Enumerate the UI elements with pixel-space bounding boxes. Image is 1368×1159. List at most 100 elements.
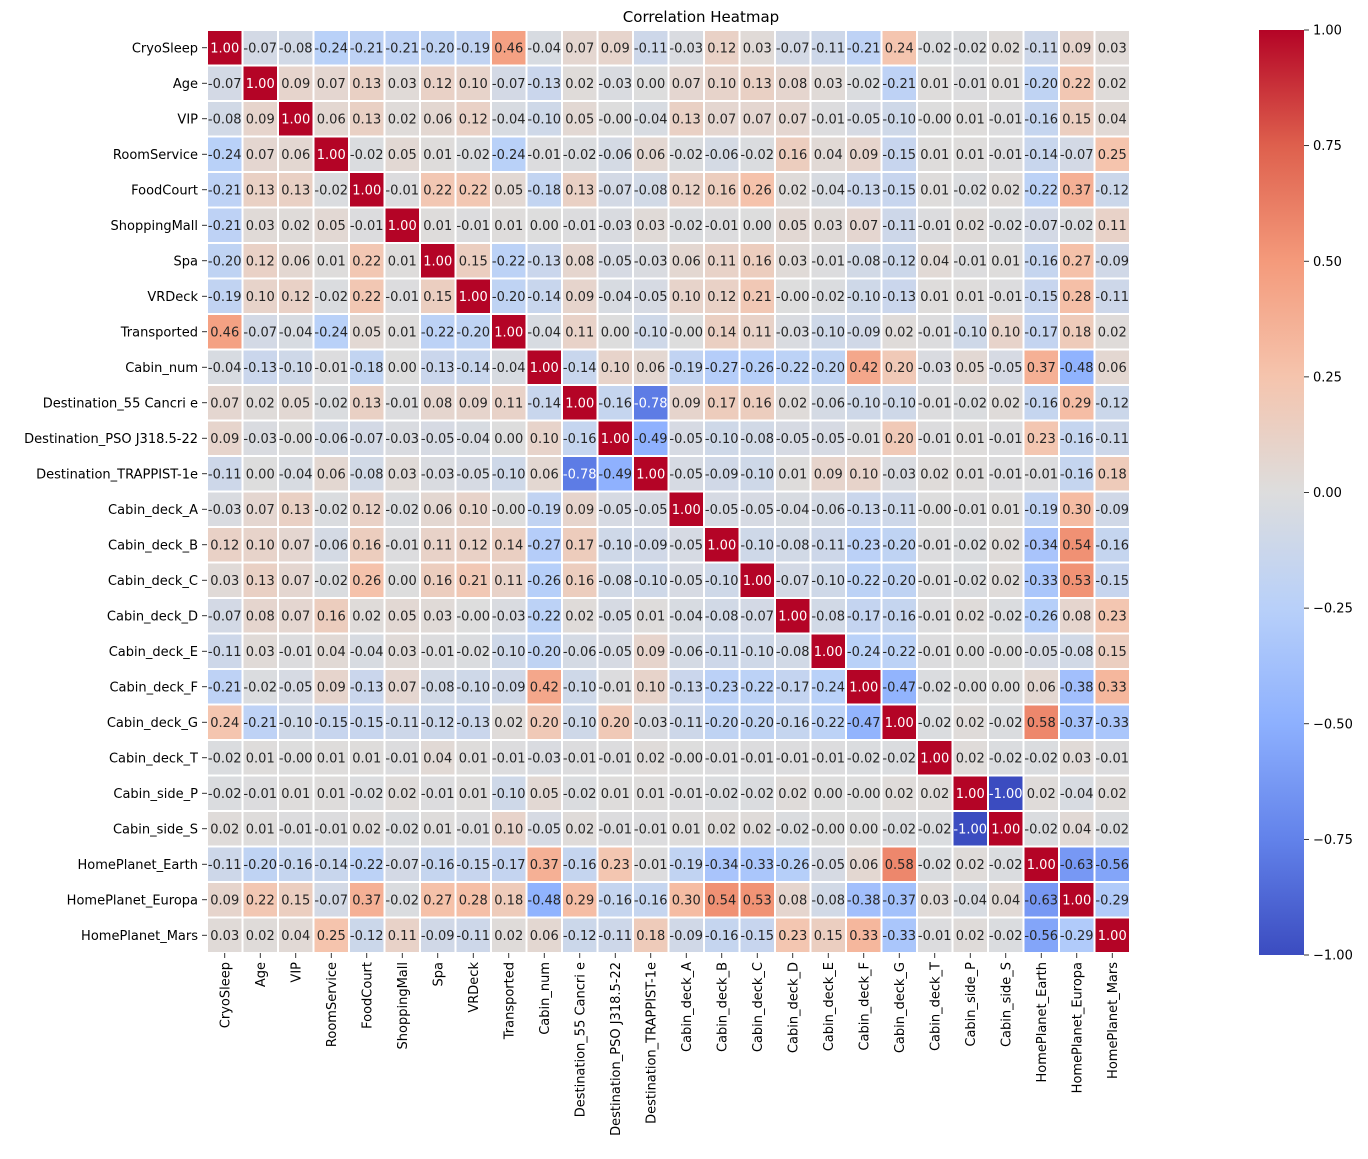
heatmap-cell [811, 741, 845, 775]
cell-value-label: 0.02 [210, 822, 239, 837]
heatmap-cell [350, 776, 384, 810]
cell-value-label: 0.30 [1062, 503, 1091, 518]
heatmap-cell [811, 634, 845, 668]
heatmap-cell [847, 670, 881, 704]
heatmap-cell [385, 102, 419, 136]
heatmap-cell [598, 66, 632, 100]
cell-value-label: -0.02 [314, 503, 348, 518]
cell-value-label: -0.04 [811, 183, 845, 198]
cell-value-label: -0.07 [314, 893, 348, 908]
cell-value-label: -0.49 [598, 467, 632, 482]
cell-value-label: 0.05 [281, 396, 310, 411]
y-tick-label: HomePlanet_Europa [67, 893, 198, 908]
cell-value-label: 0.01 [317, 254, 346, 269]
y-tick-label: FoodCourt [131, 183, 198, 198]
cell-value-label: 0.37 [352, 893, 381, 908]
heatmap-cell [243, 244, 277, 278]
cell-value-label: -0.01 [634, 858, 668, 873]
cell-value-label: 0.08 [778, 893, 807, 908]
heatmap-cell [279, 208, 313, 242]
cell-value-label: 0.05 [388, 148, 417, 163]
cell-value-label: -0.02 [385, 893, 419, 908]
cell-value-label: 0.07 [210, 396, 239, 411]
heatmap-cell [776, 528, 810, 562]
cell-value-label: 0.17 [707, 396, 736, 411]
cell-value-label: 0.01 [920, 148, 949, 163]
heatmap-cell [1095, 528, 1129, 562]
cell-value-label: -0.13 [847, 183, 881, 198]
heatmap-cell [882, 741, 916, 775]
heatmap-cell [1060, 492, 1094, 526]
cell-value-label: -0.10 [492, 467, 526, 482]
heatmap-cell [953, 670, 987, 704]
heatmap-cell [527, 66, 561, 100]
heatmap-cell [1024, 350, 1058, 384]
heatmap-cell [882, 137, 916, 171]
cell-value-label: -0.06 [314, 538, 348, 553]
cell-value-label: -0.10 [882, 396, 916, 411]
heatmap-cell [421, 883, 455, 917]
cell-value-label: 0.20 [530, 716, 559, 731]
heatmap-cell [776, 599, 810, 633]
cell-value-label: 1.00 [494, 325, 523, 340]
cell-value-label: -0.11 [669, 716, 703, 731]
cell-value-label: -0.56 [1095, 858, 1129, 873]
cell-value-label: -0.04 [350, 645, 384, 660]
cell-value-label: 0.02 [494, 716, 523, 731]
cell-value-label: -0.11 [208, 467, 242, 482]
colorbar-tick-label: 0.25 [1313, 370, 1342, 385]
cell-value-label: 0.05 [565, 112, 594, 127]
cell-value-label: 0.01 [494, 219, 523, 234]
heatmap-cell [918, 705, 952, 739]
heatmap-cell [421, 279, 455, 313]
cell-value-label: 0.01 [459, 787, 488, 802]
y-tick-label: Cabin_deck_G [107, 716, 198, 731]
heatmap-cell [1060, 31, 1094, 65]
cell-value-label: -0.10 [882, 112, 916, 127]
cell-value-label: -0.01 [918, 325, 952, 340]
heatmap-cell [1060, 457, 1094, 491]
heatmap-cell [385, 883, 419, 917]
cell-value-label: -0.16 [1024, 254, 1058, 269]
cell-value-label: -0.04 [208, 361, 242, 376]
heatmap-cell [243, 137, 277, 171]
cell-value-label: 0.06 [423, 503, 452, 518]
x-tick-label: Cabin_side_P [964, 962, 979, 1047]
cell-value-label: -0.16 [1024, 396, 1058, 411]
heatmap-cell [456, 776, 490, 810]
cell-value-label: -0.02 [705, 787, 739, 802]
y-tick-label: Cabin_deck_F [109, 680, 198, 695]
heatmap-cell [598, 634, 632, 668]
cell-value-label: 0.54 [707, 893, 736, 908]
cell-value-label: 0.03 [210, 929, 239, 944]
heatmap-cell [705, 492, 739, 526]
cell-value-label: -0.10 [740, 538, 774, 553]
heatmap-cell [208, 812, 242, 846]
heatmap-cell [776, 421, 810, 455]
cell-value-label: -0.01 [314, 822, 348, 837]
cell-value-label: -0.14 [1024, 148, 1058, 163]
cell-value-label: 0.04 [920, 254, 949, 269]
cell-value-label: -0.24 [314, 41, 348, 56]
heatmap-cell [811, 279, 845, 313]
cell-value-label: -0.00 [811, 822, 845, 837]
heatmap-cell [634, 599, 668, 633]
cell-value-label: -0.07 [208, 609, 242, 624]
cell-value-label: 0.10 [849, 467, 878, 482]
heatmap-cell [385, 776, 419, 810]
cell-value-label: -0.04 [456, 432, 490, 447]
cell-value-label: 0.16 [423, 574, 452, 589]
heatmap-cell [882, 173, 916, 207]
cell-value-label: 0.03 [210, 574, 239, 589]
cell-value-label: -0.02 [918, 680, 952, 695]
heatmap-cell [882, 883, 916, 917]
heatmap-cell [705, 244, 739, 278]
cell-value-label: -0.01 [350, 219, 384, 234]
heatmap-cell [776, 741, 810, 775]
heatmap-cell [918, 102, 952, 136]
cell-value-label: 0.03 [388, 645, 417, 660]
cell-value-label: 0.01 [246, 822, 275, 837]
cell-value-label: 0.01 [388, 325, 417, 340]
y-tick-label: Cabin_deck_B [108, 538, 198, 553]
heatmap-cell [776, 776, 810, 810]
